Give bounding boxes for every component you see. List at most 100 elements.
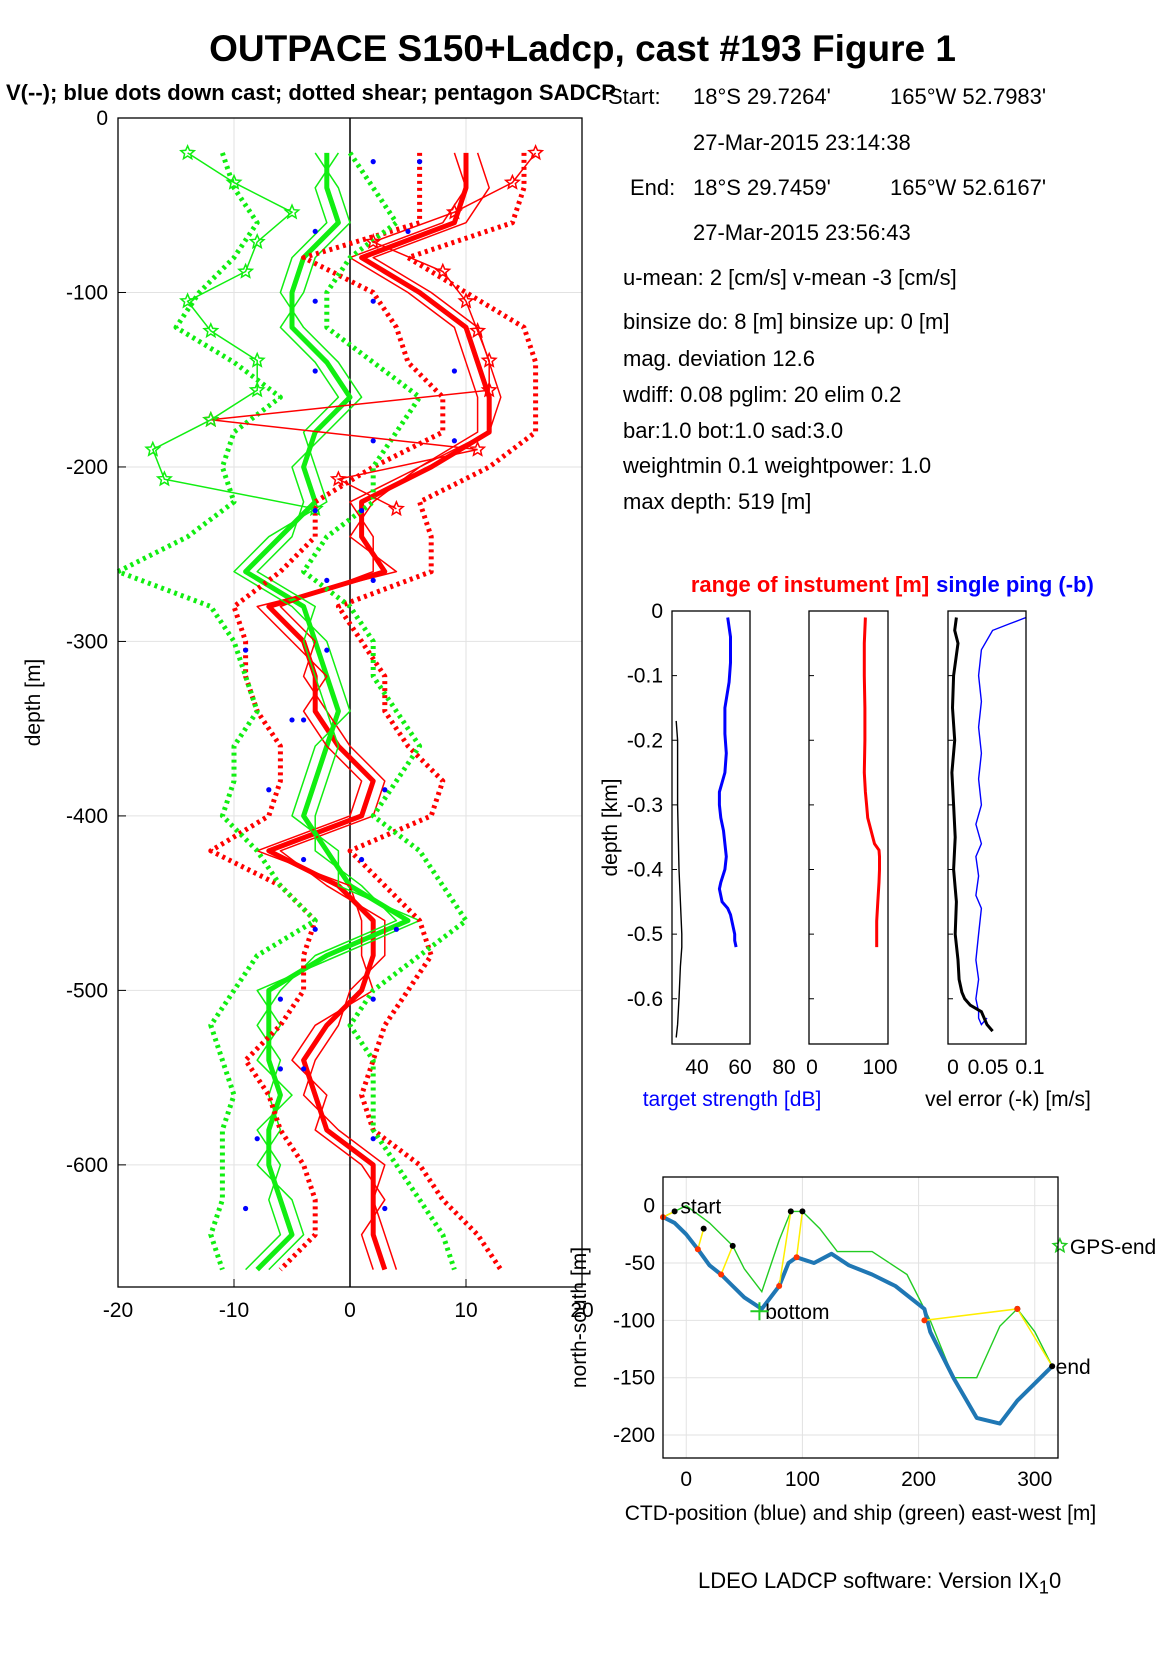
profile-downcast-dot [370, 438, 376, 444]
profile-sadcp-marker [248, 233, 266, 250]
profile-ytick-label: -500 [66, 979, 108, 1002]
instrument-panel-box [808, 610, 889, 1045]
ship-ctd-link [795, 1211, 804, 1258]
instrument-xtick-label: 100 [862, 1056, 897, 1079]
profile-downcast-dot [243, 647, 249, 653]
profile-sadcp-marker [155, 470, 173, 487]
end-time: 27-Mar-2015 23:56:43 [693, 220, 911, 245]
instrument-panel-3 [947, 610, 1027, 1045]
profile-downcast-dot [277, 996, 283, 1002]
position-label-end: end [1056, 1356, 1091, 1379]
gps-end-marker [1051, 1236, 1069, 1254]
profile-sadcp-marker [248, 351, 266, 368]
ship-link-marker [700, 1225, 707, 1232]
profile-series-v [243, 152, 411, 1272]
footer-text: LDEO LADCP software: Version IX [698, 1568, 1039, 1593]
instrument-xtick-label: 80 [772, 1056, 795, 1079]
instrument-ytick-label: 0 [651, 600, 663, 623]
instrument-ytick-label: -0.3 [627, 794, 663, 817]
ctd-link-marker [694, 1246, 701, 1253]
instrument-xtick-label: 40 [685, 1056, 708, 1079]
instrument-xtick-label: 0.05 [968, 1056, 1009, 1079]
position-xtick-label: 100 [785, 1468, 820, 1491]
profile-sadcp-marker [434, 262, 452, 279]
position-ylabel: north-south [m] [568, 1247, 591, 1388]
instrument-series-range [862, 617, 881, 948]
instrument-panel-1 [671, 610, 751, 1045]
wdiff-info: wdiff: 0.08 pglim: 20 elim 0.2 [623, 382, 902, 407]
profile-downcast-dot [370, 159, 376, 165]
profile-sadcp-marker [144, 440, 162, 457]
profile-downcast-dot [312, 507, 318, 514]
position-xlabel: CTD-position (blue) and ship (green) eas… [625, 1502, 1097, 1525]
profile-series-v-down [256, 152, 398, 1271]
instrument-xtick-label: 0.1 [1015, 1056, 1044, 1079]
position-axes-box [662, 1176, 1059, 1459]
ship-ctd-link [1016, 1308, 1053, 1367]
position-ytick-label: -100 [613, 1309, 655, 1332]
instrument-title-overlay: single ping (-b) [936, 572, 1094, 597]
profile-sadcp-marker [527, 144, 545, 161]
profile-ytick-label: -200 [66, 456, 108, 479]
position-label-bottom: bottom [765, 1301, 829, 1324]
position-xtick-label: 200 [901, 1468, 936, 1491]
position-ytick-label: -200 [613, 1424, 655, 1447]
ship-ctd-link [778, 1211, 792, 1287]
profile-sadcp-marker [248, 381, 266, 398]
profile-sadcp-marker [225, 173, 243, 190]
profile-sadcp-marker [237, 262, 255, 279]
profile-downcast-dot [370, 577, 376, 583]
magdev-info: mag. deviation 12.6 [623, 346, 816, 371]
instrument-xlabel-target: target strength [dB] [643, 1088, 822, 1111]
weight-info: weightmin 0.1 weightpower: 1.0 [623, 453, 932, 478]
position-ytick-label: 0 [643, 1195, 655, 1218]
profile-downcast-dot [277, 1066, 283, 1072]
profile-downcast-dot [359, 507, 365, 514]
profile-xtick-label: 10 [454, 1299, 477, 1322]
profile-downcast-dot [266, 787, 272, 793]
profile-downcast-dot [312, 926, 318, 932]
start-time: 27-Mar-2015 23:14:38 [693, 130, 911, 155]
profile-downcast-dot [289, 717, 295, 723]
profile-series-u-shear-right [335, 152, 539, 1271]
figure-subtitle: V(--); blue dots down cast; dotted shear… [6, 80, 616, 105]
profile-sadcp-marker [387, 499, 405, 517]
start-label: Start: [608, 84, 661, 109]
profile-sadcp-marker [480, 381, 498, 398]
maxdepth-info: max depth: 519 [m] [623, 489, 812, 514]
bottom-marker [750, 1302, 769, 1321]
start-lon: 165°W 52.7983' [890, 84, 1047, 109]
ship-track [662, 1204, 1053, 1379]
position-xtick-label: 0 [680, 1468, 692, 1491]
profile-sadcp-marker [364, 233, 382, 250]
profile-xtick-label: 20 [570, 1299, 593, 1322]
profile-downcast-dot [451, 438, 457, 444]
instrument-ytick-label: -0.1 [627, 665, 663, 688]
figure-title: OUTPACE S150+Ladcp, cast #193 Figure 1 [209, 28, 956, 69]
profile-downcast-dot [243, 1205, 249, 1212]
profile-downcast-dot [324, 647, 330, 653]
ctd-link-marker [793, 1254, 800, 1261]
position-xtick-label: 300 [1017, 1468, 1052, 1491]
instrument-title: range of instument [m] [691, 572, 929, 597]
profile-sadcp-marker [445, 203, 463, 220]
profile-sadcp-line-green [151, 152, 316, 510]
profile-ytick-label: 0 [96, 107, 108, 130]
ship-link-marker [799, 1208, 806, 1215]
profile-series-u-up [256, 152, 479, 1270]
profile-downcast-dot [370, 1136, 376, 1142]
profile-downcast-dot [301, 1066, 307, 1072]
profile-downcast-dot [382, 787, 388, 793]
position-label-gps-end: GPS-end [1070, 1236, 1156, 1259]
profile-sadcp-marker [469, 322, 487, 339]
profile-downcast-dot [382, 1205, 388, 1212]
instrument-ytick-label: -0.2 [627, 729, 663, 752]
position-label-start: start [680, 1196, 721, 1219]
position-ytick-label: -150 [613, 1367, 655, 1390]
profile-sadcp-marker [480, 351, 498, 368]
instrument-series-single-ping [975, 616, 1027, 1026]
profile-series-v-shear-left [115, 152, 318, 1271]
footer-sub: 1 [1038, 1576, 1049, 1598]
profile-downcast-dot [312, 298, 318, 304]
